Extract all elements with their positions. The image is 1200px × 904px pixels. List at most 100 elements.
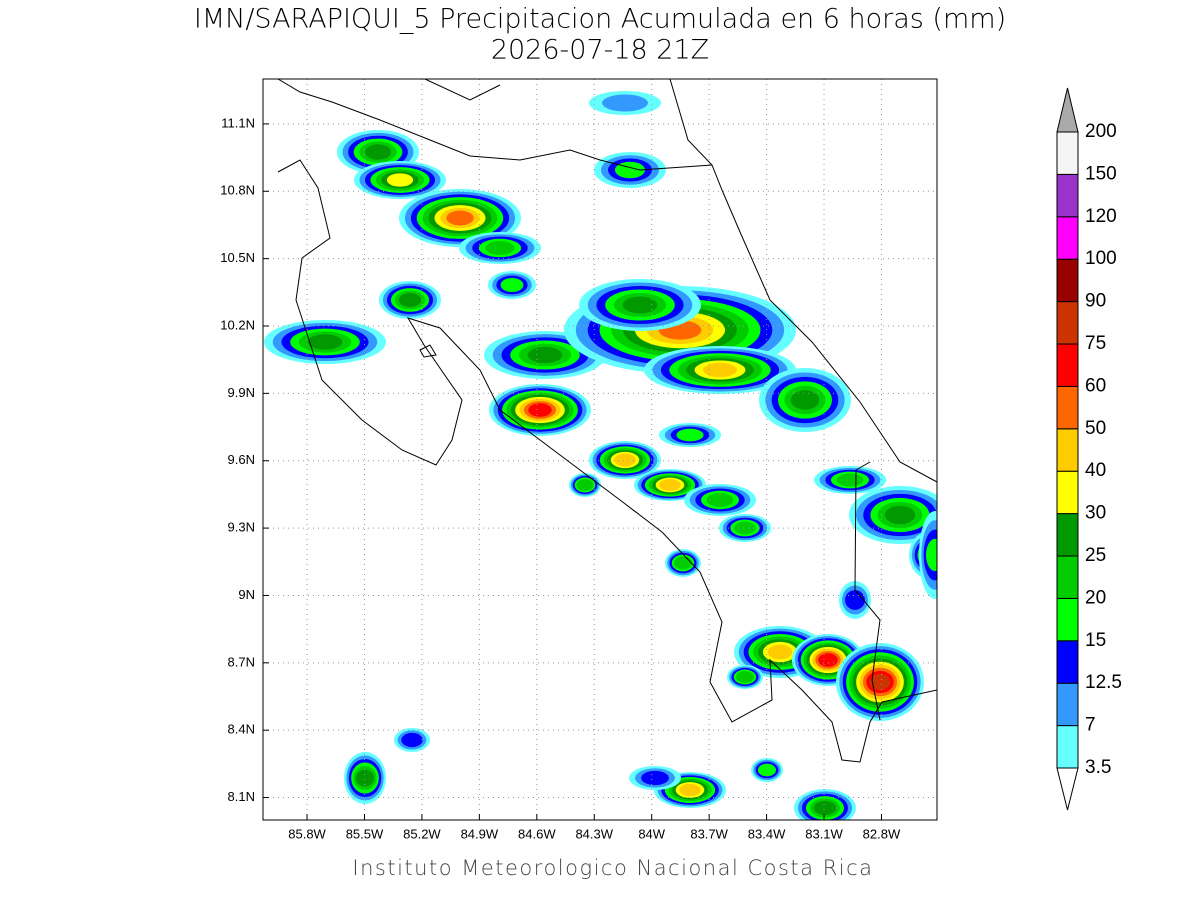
colorbar-label: 30 (1085, 503, 1106, 524)
rain-cell (736, 671, 754, 683)
rain-cell (703, 362, 737, 378)
rain-cell (845, 590, 865, 610)
rain-cell (401, 732, 423, 748)
colorbar-box (1056, 385, 1079, 430)
colorbar-label: 3.5 (1085, 757, 1111, 778)
rain-cell (676, 428, 704, 442)
lon-tick-label: 84.3W (575, 826, 613, 841)
gulf-island (419, 344, 437, 358)
lon-tick-label: 84W (638, 826, 665, 841)
colorbar-box (1056, 513, 1079, 557)
colorbar-box (1056, 682, 1079, 727)
colorbar-box (1056, 555, 1079, 599)
lake-shore (424, 79, 501, 101)
lon-tick-label: 83.7W (690, 826, 728, 841)
lat-tick-label: 10.2N (220, 317, 255, 332)
lon-tick-label: 83.4W (748, 826, 786, 841)
rain-cell (884, 505, 916, 525)
rain-cell (925, 538, 937, 572)
rain-cell (386, 173, 414, 187)
lat-tick-label: 8.1N (228, 789, 255, 804)
rain-cell (836, 473, 864, 487)
lat-tick-label: 9.6N (228, 452, 255, 467)
coastlines (277, 79, 937, 763)
rain-cell (622, 296, 658, 314)
lat-tick-label: 10.5N (220, 250, 255, 265)
colorbar-over (1056, 87, 1079, 133)
colorbar-box (1056, 725, 1079, 769)
colorbar-label: 120 (1085, 206, 1117, 227)
colorbar-box (1056, 216, 1079, 260)
rain-cell (734, 521, 756, 535)
colorbar: 3.5 7 12.5 15 20 25 30 40 50 60 75 90 100 120 150 200 (1056, 87, 1122, 811)
rain-cell (307, 334, 343, 350)
colorbar-label: 200 (1085, 121, 1117, 142)
colorbar-label: 7 (1085, 715, 1096, 736)
rain-cell (500, 277, 524, 293)
colorbar-label: 100 (1085, 248, 1117, 269)
colorbar-label: 15 (1085, 630, 1106, 651)
lon-tick-label: 83.1W (805, 826, 843, 841)
lat-tick-label: 10.8N (220, 183, 255, 198)
rain-cell (813, 800, 837, 816)
rain-cell (674, 556, 692, 570)
colorbar-label: 25 (1085, 545, 1106, 566)
colorbar-box (1056, 173, 1079, 218)
rain-cell (706, 493, 734, 507)
rain-cell (767, 644, 793, 660)
rain-cell (527, 346, 563, 364)
rain-cell (679, 783, 701, 797)
nicaragua-border (277, 79, 713, 171)
colorbar-label: 40 (1085, 460, 1106, 481)
rain-cell (869, 673, 891, 691)
rain-cell (446, 210, 474, 226)
rain-cell (355, 769, 375, 787)
plot-frame (262, 78, 938, 821)
colorbar-label: 60 (1085, 375, 1106, 396)
lon-tick-label: 85.2W (403, 826, 441, 841)
colorbar-box (1056, 597, 1079, 642)
colorbar-label: 75 (1085, 333, 1106, 354)
lon-tick-label: 84.9W (461, 826, 499, 841)
footer: Instituto Meteorologico Nacional Costa R… (352, 856, 873, 880)
colorbar-under (1056, 767, 1079, 811)
colorbar-label: 150 (1085, 163, 1117, 184)
rain-cell (576, 479, 594, 491)
grid: 11.1N 10.8N 10.5N 10.2N 9.9N 9.6N 9.3N 9N 8.7N 8.… (220, 79, 937, 841)
colorbar-label: 50 (1085, 418, 1106, 439)
lat-tick-label: 9.9N (228, 385, 255, 400)
precipitation-field (264, 91, 937, 820)
panama-border (854, 461, 881, 721)
colorbar-label: 90 (1085, 291, 1106, 312)
caribbean-coast (669, 79, 937, 483)
lat-tick-label: 9N (238, 587, 255, 602)
lat-tick-label: 11.1N (221, 115, 255, 130)
colorbar-label: 20 (1085, 587, 1106, 608)
lat-tick-label: 9.3N (228, 520, 255, 535)
colorbar-label: 12.5 (1085, 672, 1122, 693)
title: IMN/SARAPIQUI_5 Precipitacion Acumulada … (194, 4, 1006, 35)
lon-tick-label: 85.5W (346, 826, 384, 841)
pacific-coast (277, 159, 937, 763)
colorbar-box (1056, 428, 1079, 472)
colorbar-box (1056, 470, 1079, 515)
colorbar-box (1056, 343, 1079, 387)
subtitle: 2026-07-18 21Z (491, 35, 709, 66)
rain-cell (659, 479, 681, 491)
rain-cell (364, 144, 392, 160)
rain-cell (641, 770, 669, 786)
lon-tick-label: 84.6W (518, 826, 556, 841)
colorbar-box (1056, 258, 1079, 303)
rain-cell (602, 94, 648, 112)
lon-tick-label: 82.8W (863, 826, 901, 841)
rain-cell (614, 453, 636, 467)
rain-cell (485, 241, 515, 255)
rain-cell (398, 292, 422, 308)
rain-cell (528, 403, 552, 417)
rain-cell (818, 653, 838, 667)
colorbar-box (1056, 131, 1079, 175)
colorbar-box (1056, 640, 1079, 684)
lon-tick-label: 85.8W (288, 826, 326, 841)
rain-cell (790, 390, 820, 410)
lat-tick-label: 8.4N (228, 722, 255, 737)
